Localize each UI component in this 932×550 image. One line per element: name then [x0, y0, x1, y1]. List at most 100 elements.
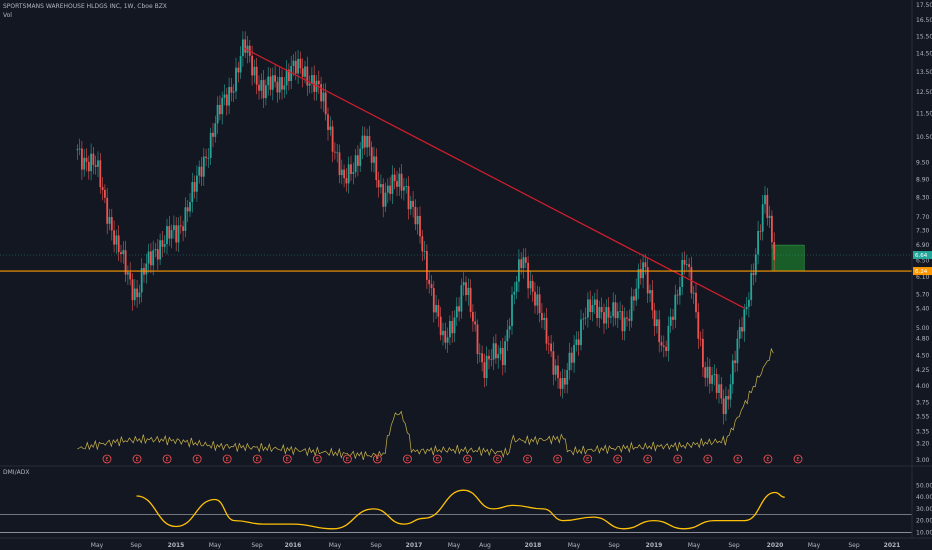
candle-body — [115, 235, 118, 245]
candle-body — [557, 365, 559, 379]
candle-body — [672, 316, 674, 320]
candle-body — [773, 242, 776, 260]
earnings-marker — [132, 454, 142, 464]
candle-body — [662, 345, 665, 347]
candle-body — [331, 126, 334, 152]
candle-body — [531, 280, 534, 292]
candle-body — [747, 299, 750, 307]
time-tick-label: May — [688, 542, 701, 549]
earnings-marker-label: E — [796, 457, 799, 463]
candle-body — [402, 186, 405, 191]
candle-body — [465, 282, 467, 296]
candle-body — [764, 195, 766, 205]
candle-body — [306, 66, 309, 86]
earnings-marker — [282, 454, 292, 464]
earnings-marker-label: E — [105, 457, 108, 463]
price-tick-label: 8.90 — [916, 176, 930, 183]
time-tick-label: Sep — [130, 542, 142, 549]
candle-body — [131, 279, 134, 301]
candle-body — [172, 225, 175, 231]
candle-body — [301, 68, 304, 77]
candle-body — [513, 291, 516, 295]
candle-body — [409, 200, 412, 210]
price-tick-label: 3.35 — [916, 429, 930, 436]
candle-body — [122, 250, 125, 255]
candle-body — [310, 75, 313, 84]
candle-body — [145, 263, 148, 275]
candle-body — [260, 80, 263, 91]
candle-body — [453, 317, 456, 334]
candle-body — [761, 204, 764, 232]
candle-body — [297, 58, 299, 74]
candle-body — [379, 184, 382, 188]
last-price-tag: 6.64 — [915, 253, 928, 259]
price-tick-label: 13.50 — [916, 69, 932, 76]
candle-body — [508, 326, 511, 330]
candle-body — [221, 97, 224, 115]
candle-body — [635, 288, 638, 301]
candle-body — [481, 353, 483, 363]
time-tick-label: May — [808, 542, 821, 549]
candle-body — [200, 166, 203, 177]
candle-body — [444, 330, 447, 343]
candle-body — [103, 189, 106, 198]
candle-body — [228, 86, 230, 106]
candle-body — [430, 284, 433, 289]
adx-pane — [0, 465, 932, 533]
candle-body — [384, 192, 387, 207]
earnings-marker-label: E — [166, 457, 169, 463]
candle-body — [534, 291, 536, 306]
candle-body — [370, 147, 373, 163]
earnings-marker-label: E — [436, 457, 439, 463]
candle-body — [563, 377, 566, 385]
candle-body — [324, 92, 327, 115]
time-tick-label: Sep — [608, 542, 620, 549]
candle-body — [685, 264, 688, 266]
candle-body — [333, 151, 336, 153]
candle-body — [718, 384, 720, 393]
candle-body — [467, 287, 470, 296]
candle-body — [78, 148, 81, 150]
candle-body — [550, 343, 552, 352]
earnings-marker-label: E — [736, 457, 739, 463]
candle-body — [225, 94, 228, 106]
time-tick-label: Sep — [728, 542, 740, 549]
candle-body — [681, 260, 684, 287]
time-tick-label: 2018 — [525, 542, 542, 549]
candle-body — [734, 360, 736, 364]
candle-body — [152, 250, 155, 266]
candle-body — [223, 94, 226, 98]
price-tick-label: 6.10 — [916, 274, 930, 281]
candle-body — [347, 164, 350, 184]
candle-body — [701, 338, 704, 368]
price-tick-label: 3.55 — [916, 414, 930, 421]
earnings-marker — [433, 454, 442, 464]
candle-body — [713, 374, 716, 376]
candle-body — [688, 264, 690, 267]
candle-body — [110, 217, 113, 231]
candle-body — [637, 269, 640, 289]
candle-body — [711, 375, 713, 384]
candle-body — [161, 240, 164, 247]
price-tick-label: 4.50 — [916, 352, 930, 359]
candle-body — [299, 58, 302, 69]
time-tick-label: May — [568, 542, 581, 549]
candle-body — [235, 67, 237, 92]
candle-body — [501, 347, 504, 366]
target-zone — [771, 244, 805, 272]
earnings-marker — [673, 454, 683, 464]
candle-body — [322, 92, 325, 102]
candle-body — [768, 215, 771, 218]
candle-body — [678, 286, 681, 296]
candle-body — [329, 126, 332, 130]
price-tick-label: 5.00 — [916, 325, 930, 332]
candle-body — [621, 311, 624, 332]
price-tick-label: 7.30 — [916, 228, 930, 235]
candle-body — [573, 344, 575, 363]
candle-body — [469, 287, 472, 312]
candle-body — [593, 299, 596, 306]
candle-body — [448, 321, 451, 338]
candle-body — [741, 327, 743, 332]
candle-body — [350, 164, 352, 174]
